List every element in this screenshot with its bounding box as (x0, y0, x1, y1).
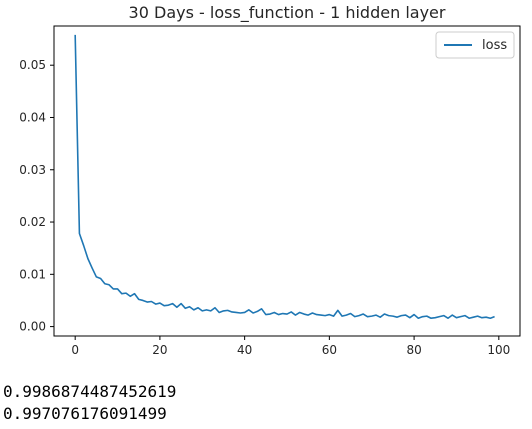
legend: loss (435, 31, 515, 59)
y-tick-label: 0.05 (19, 58, 46, 72)
x-tick-label: 60 (322, 343, 337, 357)
series-layer (74, 34, 495, 320)
x-tick-label: 40 (237, 343, 252, 357)
plot-area-frame (53, 25, 521, 337)
y-tick-label: 0.04 (19, 110, 46, 124)
y-tick-label: 0.01 (19, 267, 46, 281)
legend-box (435, 31, 515, 59)
loss-chart: 30 Days - loss_function - 1 hidden layer… (19, 3, 521, 357)
series-line-loss (74, 34, 495, 320)
y-tick-label: 0.03 (19, 163, 46, 177)
y-axis-ticks: 0.00 0.01 0.02 0.03 0.04 0.05 (19, 58, 54, 334)
y-tick-label: 0.00 (19, 320, 46, 334)
x-axis-ticks: 0 20 40 60 80 100 (71, 336, 510, 357)
x-tick-label: 100 (487, 343, 510, 357)
x-tick-label: 80 (406, 343, 421, 357)
output-line: 0.9986874487452619 (3, 382, 177, 401)
axes-frame (53, 25, 521, 337)
chart-title: 30 Days - loss_function - 1 hidden layer (129, 3, 446, 23)
output-line: 0.997076176091499 (3, 404, 167, 423)
console-output: 0.9986874487452619 0.997076176091499 (3, 381, 176, 425)
y-tick-label: 0.02 (19, 215, 46, 229)
x-tick-label: 0 (71, 343, 79, 357)
x-tick-label: 20 (152, 343, 167, 357)
legend-label: loss (482, 38, 507, 53)
